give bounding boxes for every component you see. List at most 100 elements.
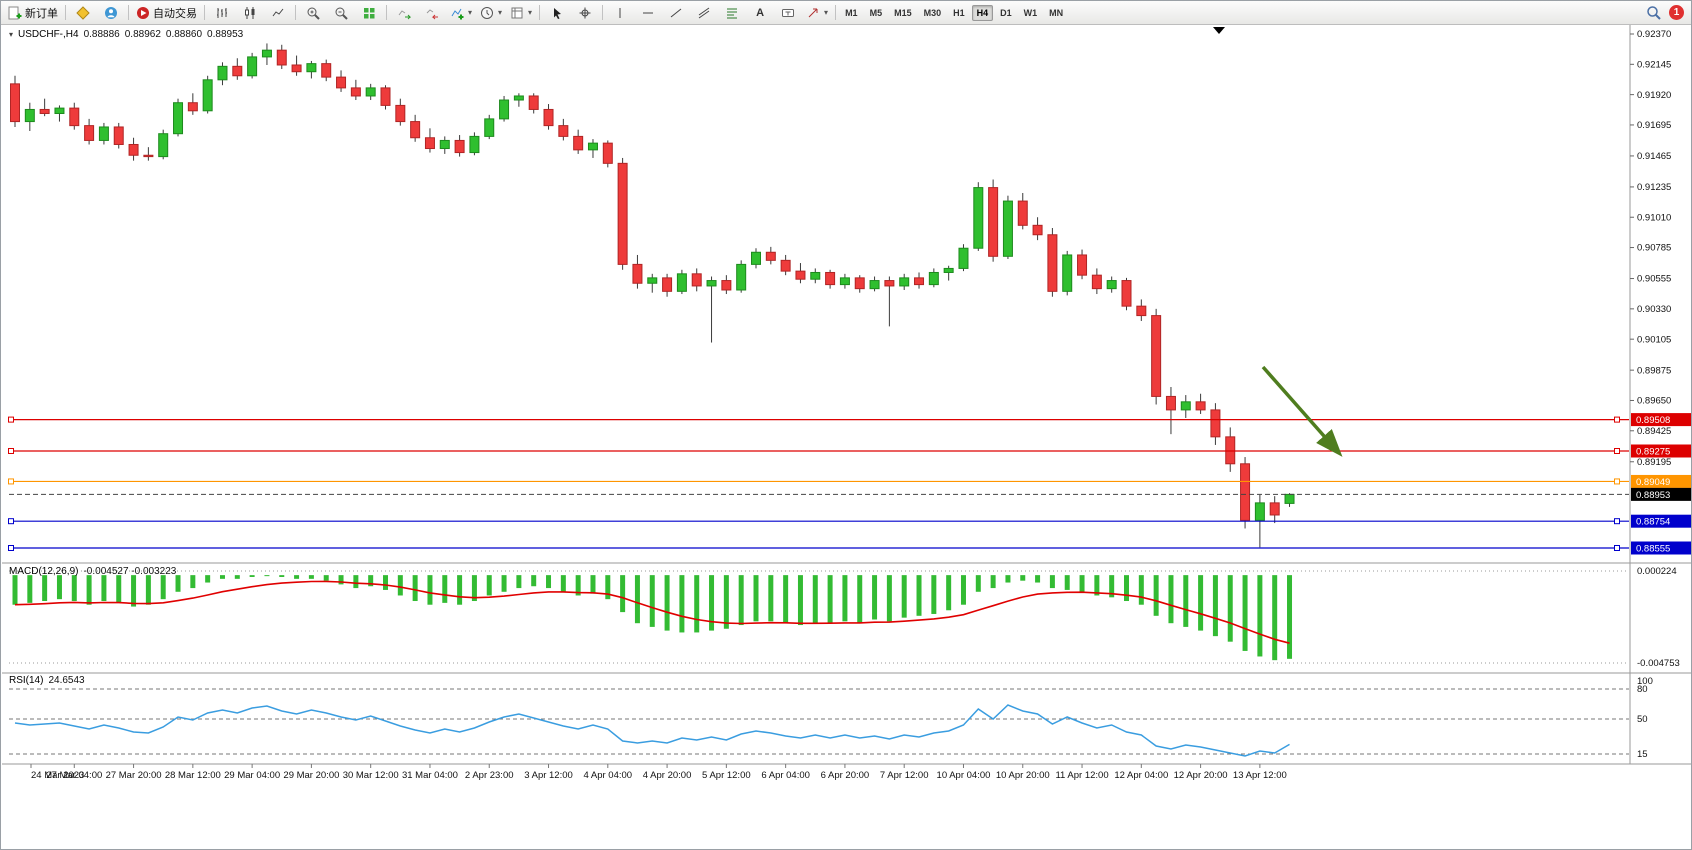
bull-candle xyxy=(647,277,658,284)
bear-candle xyxy=(10,83,20,123)
timeframe-button-H4[interactable]: H4 xyxy=(971,4,994,21)
periods-button[interactable]: ▾ xyxy=(476,2,506,23)
horizontal-line-0.89508[interactable] xyxy=(8,416,1630,423)
timeframe-button-H1[interactable]: H1 xyxy=(953,7,965,18)
text-icon: A xyxy=(756,6,765,19)
macd-histogram-bar xyxy=(116,575,122,603)
macd-histogram-bar xyxy=(842,575,848,622)
bear-candle xyxy=(1032,224,1043,236)
toolbar-separator xyxy=(295,5,296,20)
bear-candle xyxy=(424,137,435,150)
search-button[interactable] xyxy=(1639,2,1667,23)
chart-shift-marker[interactable] xyxy=(1213,27,1225,34)
periods-dropdown-icon[interactable]: ▾ xyxy=(498,8,503,17)
vertical-line-button[interactable] xyxy=(606,2,634,23)
timeframe-toolbar: M1 M5 M15 M30 H1 H4 D1 W1 MN xyxy=(839,4,1069,21)
notification-badge[interactable]: 1 xyxy=(1669,5,1684,20)
horizontal-line-0.88555[interactable] xyxy=(8,545,1630,551)
chart-shift-button[interactable] xyxy=(418,2,446,23)
bull-candle xyxy=(943,267,954,273)
macd-values: -0.004527 -0.003223 xyxy=(83,566,177,577)
arrows-button[interactable]: ▾ xyxy=(802,2,832,23)
timeframe-button-M30[interactable]: M30 xyxy=(923,7,942,18)
tile-windows-button[interactable] xyxy=(355,2,383,23)
time-axis-label: 4 Apr 20:00 xyxy=(643,770,692,781)
macd-histogram-bar xyxy=(1198,575,1204,631)
text-button[interactable]: A xyxy=(746,2,774,23)
channel-button[interactable] xyxy=(690,2,718,23)
zoom-in-button[interactable] xyxy=(299,2,327,23)
rsi-axis-level: 15 xyxy=(1637,749,1648,760)
timeframe-button-MN[interactable]: MN xyxy=(1049,7,1064,18)
bear-candle xyxy=(321,63,332,78)
time-axis-label: 12 Apr 04:00 xyxy=(1114,770,1168,781)
price-tick-label: 0.92370 xyxy=(1637,29,1671,40)
crosshair-button[interactable] xyxy=(571,2,599,23)
templates-dropdown-icon[interactable]: ▾ xyxy=(528,8,533,17)
horizontal-line-button[interactable] xyxy=(634,2,662,23)
candlestick-chart-button[interactable] xyxy=(236,2,264,23)
bull-candle xyxy=(484,118,495,137)
macd-histogram-bar xyxy=(190,575,196,589)
bear-candle xyxy=(1047,234,1058,292)
line-handle xyxy=(8,416,14,423)
indicators-dropdown-icon[interactable]: ▾ xyxy=(468,8,473,17)
bar-chart-button[interactable] xyxy=(208,2,236,23)
chart-symbol-header[interactable]: ▾ USDCHF-,H4 0.88886 0.88962 0.88860 0.8… xyxy=(9,29,243,40)
time-axis-label: 28 Mar 12:00 xyxy=(165,770,221,781)
bear-candle xyxy=(795,270,806,280)
bear-candle xyxy=(1165,395,1176,411)
time-axis-label: 7 Apr 12:00 xyxy=(880,770,929,781)
timeframe-button-M5[interactable]: M5 xyxy=(869,7,883,18)
price-badge-text: 0.88754 xyxy=(1636,517,1670,528)
trend-arrow-annotation[interactable] xyxy=(1261,365,1343,457)
horizontal-line-0.89049[interactable] xyxy=(8,478,1630,485)
bull-candle xyxy=(98,126,109,141)
bear-candle xyxy=(336,76,347,89)
bull-candle xyxy=(587,142,598,151)
timeframe-button-M1[interactable]: M1 xyxy=(845,7,858,18)
horizontal-line-0.89275[interactable] xyxy=(8,447,1630,454)
candlestick-series xyxy=(10,43,1295,548)
macd-histogram-bar xyxy=(605,575,611,600)
cursor-button[interactable] xyxy=(543,2,571,23)
community-button[interactable] xyxy=(97,2,125,23)
line-chart-button[interactable] xyxy=(264,2,292,23)
arrows-dropdown-icon[interactable]: ▾ xyxy=(824,8,829,17)
text-label-button[interactable] xyxy=(774,2,802,23)
timeframe-button-W1[interactable]: W1 xyxy=(1023,7,1038,18)
macd-histogram-bar xyxy=(323,575,329,581)
price-tick-label: 0.89195 xyxy=(1637,457,1671,468)
time-axis-label: 10 Apr 04:00 xyxy=(937,770,991,781)
autotrading-button[interactable]: 自动交易 xyxy=(132,2,201,23)
macd-histogram-bar xyxy=(397,575,403,596)
bull-candle xyxy=(217,65,228,81)
timeframe-button-D1[interactable]: D1 xyxy=(1000,7,1012,18)
bear-candle xyxy=(187,102,198,112)
zoom-out-button[interactable] xyxy=(327,2,355,23)
metaeditor-button[interactable] xyxy=(69,2,97,23)
bull-candle xyxy=(469,135,480,154)
timeframe-button-M15[interactable]: M15 xyxy=(894,7,912,18)
new-order-button[interactable]: 新订单 xyxy=(4,2,62,23)
horizontal-line-0.88754[interactable] xyxy=(8,518,1630,525)
bull-candle xyxy=(839,277,850,286)
macd-histogram-bar xyxy=(175,575,181,592)
symbol-period-label: USDCHF-,H4 xyxy=(18,29,79,40)
ohlc-low: 0.88860 xyxy=(165,29,203,40)
macd-histogram-bar xyxy=(797,575,803,626)
bull-candle xyxy=(706,280,717,287)
bear-candle xyxy=(765,251,776,261)
templates-button[interactable]: ▾ xyxy=(506,2,536,23)
cursor-icon xyxy=(550,6,564,20)
macd-histogram-bar xyxy=(1212,575,1218,637)
trendline-button[interactable] xyxy=(662,2,690,23)
macd-histogram-bar xyxy=(412,575,418,602)
auto-scroll-button[interactable] xyxy=(390,2,418,23)
indicators-button[interactable]: ▾ xyxy=(446,2,476,23)
price-badge-text: 0.89508 xyxy=(1636,415,1670,426)
price-badge-text: 0.89049 xyxy=(1636,477,1670,488)
collapse-chart-icon[interactable]: ▾ xyxy=(9,30,14,39)
fibonacci-button[interactable] xyxy=(718,2,746,23)
